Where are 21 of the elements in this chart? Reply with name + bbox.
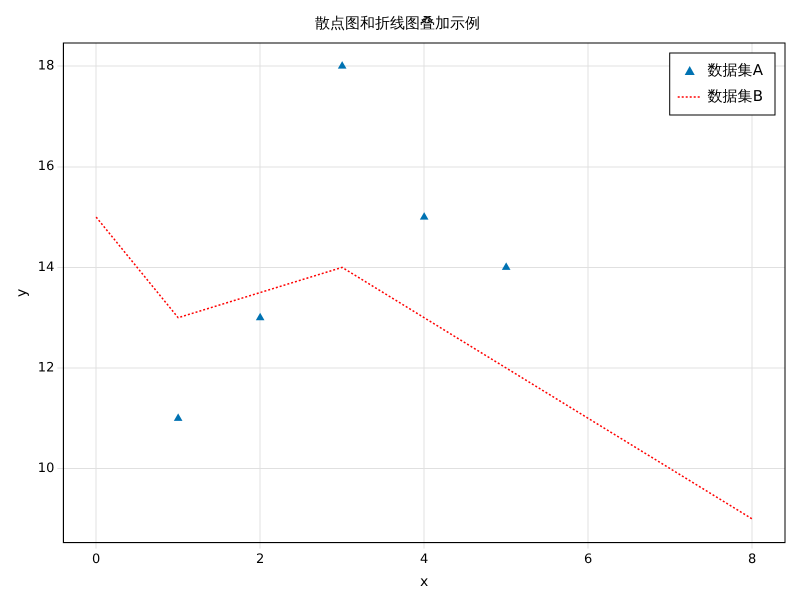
x-tick-label: 6 [584, 552, 592, 567]
chart-title: 散点图和折线图叠加示例 [315, 14, 480, 32]
x-tick-label: 4 [420, 552, 428, 567]
x-tick-label: 2 [256, 552, 264, 567]
y-tick-label: 18 [38, 58, 54, 74]
y-tick-label: 10 [38, 461, 54, 476]
point [502, 262, 510, 270]
x-axis-title: x [420, 574, 428, 590]
point [174, 414, 182, 421]
point [256, 313, 264, 320]
y-axis-title: y [14, 288, 30, 297]
line-series [95, 216, 753, 520]
y-tick-label: 16 [38, 159, 54, 174]
point [338, 62, 346, 69]
point [420, 212, 428, 220]
legend-label: 数据集A [708, 60, 764, 79]
legend-label: 数据集B [708, 86, 764, 105]
x-tick-label: 8 [748, 552, 756, 567]
y-tick-label: 12 [38, 360, 54, 376]
y-tick-label: 14 [38, 260, 54, 275]
x-tick-label: 0 [92, 552, 100, 567]
